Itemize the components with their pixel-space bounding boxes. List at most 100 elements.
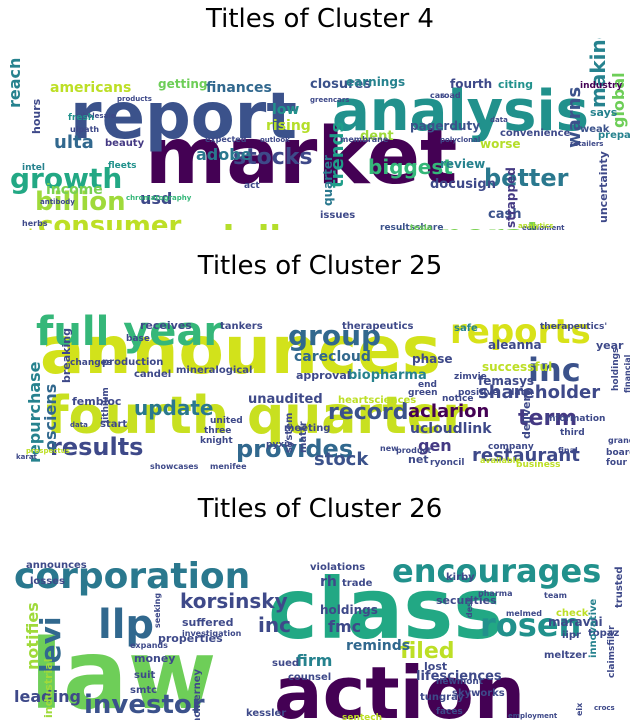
word-2-57: employment — [508, 712, 558, 720]
word-0-61: act — [244, 181, 260, 191]
word-1-70: new — [380, 444, 399, 453]
word-0-8: better — [484, 164, 569, 192]
word-2-3: corporation — [14, 556, 250, 597]
word-1-7: provides — [236, 435, 353, 463]
cluster-4-title: Titles of Cluster 4 — [206, 4, 434, 34]
word-1-41: meeting — [284, 423, 330, 434]
word-2-23: money — [134, 652, 175, 665]
word-1-40: start — [100, 419, 127, 430]
word-1-50: four — [606, 458, 628, 468]
word-1-36: zimvie — [454, 372, 487, 382]
word-2-6: rosen — [480, 606, 581, 644]
word-2-32: check — [556, 608, 589, 619]
word-1-39: fembloc — [72, 395, 121, 408]
word-1-26: therapeutics — [342, 321, 414, 332]
word-1-2: full year — [36, 309, 223, 355]
word-0-57: intel — [22, 163, 45, 173]
word-0-24: americans — [50, 80, 131, 96]
word-1-61: knight — [200, 436, 233, 446]
word-0-54: store — [22, 226, 54, 230]
word-2-37: newmont — [436, 677, 484, 687]
word-1-38: breaking — [60, 328, 73, 383]
word-1-44: net — [408, 453, 429, 466]
word-1-64: base — [126, 334, 150, 344]
word-1-9: record — [328, 400, 409, 425]
word-1-16: repurchase — [25, 361, 44, 463]
word-0-77: chromatography — [126, 194, 192, 202]
word-2-12: notifies — [23, 602, 42, 670]
word-2-54: team — [544, 591, 567, 600]
word-0-70: tesla — [410, 223, 432, 230]
word-2-48: losses — [30, 576, 65, 587]
word-0-76: antibody — [40, 198, 75, 206]
word-0-26: closures — [310, 77, 371, 92]
word-2-0: law — [30, 619, 216, 720]
word-0-2: analysis — [332, 79, 589, 144]
word-2-59: crocs — [594, 704, 615, 712]
word-2-58: eix — [575, 702, 584, 716]
word-1-13: restaurant — [472, 445, 580, 466]
word-1-27: therapeutics' — [540, 322, 607, 332]
word-1-57: information — [546, 414, 605, 424]
word-0-47: resultsshare — [380, 223, 443, 230]
word-2-41: faces — [436, 707, 463, 717]
word-0-35: review — [440, 157, 485, 171]
word-0-22: income — [46, 182, 103, 198]
word-1-32: production — [102, 357, 163, 368]
word-0-40: quarter — [321, 155, 335, 206]
word-2-25: trade — [342, 578, 373, 589]
word-2-2: action — [274, 651, 525, 720]
word-0-9: stocks — [233, 145, 313, 170]
word-0-58: fleets — [108, 161, 137, 171]
word-2-28: maravai — [548, 615, 603, 629]
word-2-55: desk — [465, 596, 474, 618]
word-2-51: seeking — [153, 593, 162, 628]
word-2-44: suit — [134, 670, 155, 681]
word-0-20: usd — [140, 189, 172, 208]
word-0-72: retailers — [570, 140, 603, 148]
word-1-52: date — [508, 388, 531, 398]
word-1-56: holdings — [611, 348, 621, 391]
word-2-10: filed — [400, 639, 455, 664]
word-2-24: rh — [320, 574, 337, 590]
word-1-11: shareholder — [478, 382, 600, 403]
word-2-26: kirby — [446, 572, 475, 583]
word-2-33: trusted — [614, 566, 625, 608]
word-0-17: ulta — [54, 132, 94, 153]
word-0-33: dent — [360, 129, 394, 144]
word-0-43: convenience — [500, 128, 571, 139]
word-2-36: lost — [424, 660, 447, 673]
word-1-23: femasys — [478, 374, 534, 388]
word-0-44: weak — [580, 124, 610, 135]
word-0-36: worse — [480, 137, 521, 151]
word-2-9: korsinsky — [180, 589, 288, 613]
word-0-78: greencars — [310, 96, 349, 104]
cluster-26-panel: Titles of Cluster 26 law class action corpo… — [0, 488, 640, 725]
word-1-29: receives — [140, 319, 192, 332]
word-0-4: general — [392, 217, 538, 230]
word-0-64: road — [440, 91, 461, 100]
word-2-20: properties — [158, 632, 223, 645]
word-2-11: inc — [258, 613, 291, 637]
word-0-34: pagerduty — [410, 119, 480, 133]
word-1-71: product — [396, 446, 431, 455]
word-0-60: herbs — [22, 219, 48, 228]
word-2-49: announces — [26, 560, 87, 571]
word-1-12: aclarion — [408, 401, 489, 422]
word-1-28: tankers — [220, 321, 263, 332]
word-1-14: stock — [314, 449, 369, 470]
word-0-13: making — [586, 38, 610, 108]
cluster-4-wordcloud: marketreportanalysisdollargeneralgrowthc… — [10, 38, 630, 230]
word-2-31: topaz — [588, 628, 620, 639]
word-0-25: getting — [158, 77, 207, 91]
word-0-37: docusign — [430, 177, 496, 192]
word-0-55: hours — [30, 98, 43, 134]
word-2-43: sued — [272, 658, 299, 669]
cluster-4-panel: Titles of Cluster 4 market report analysis… — [0, 0, 640, 235]
word-1-21: biopharma — [348, 368, 427, 383]
word-1-72: available — [480, 456, 521, 465]
word-1-75: karat — [16, 453, 38, 461]
word-0-46: issues — [320, 210, 355, 221]
word-1-25: aleanna — [488, 338, 542, 352]
word-0-32: rising — [266, 118, 311, 134]
